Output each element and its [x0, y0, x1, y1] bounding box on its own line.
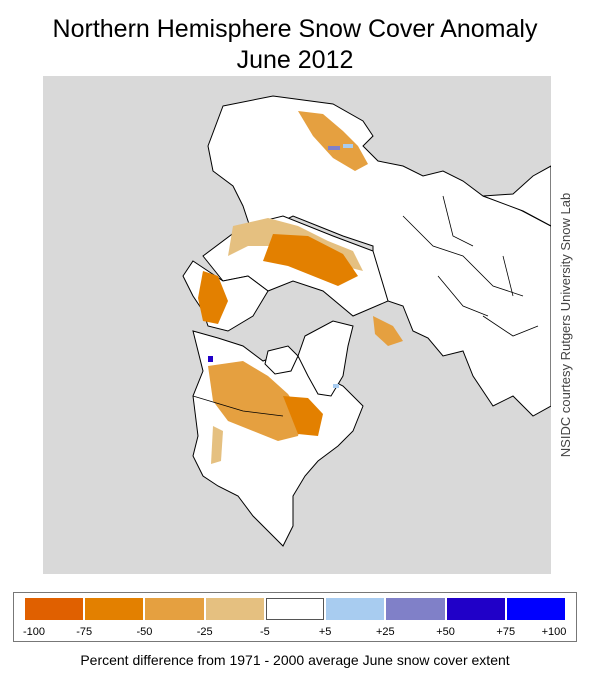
- legend-swatch: [506, 598, 565, 620]
- anomaly-positive-strong: [208, 356, 213, 362]
- land-arctic-islands: [264, 345, 299, 375]
- legend-tick-label: -25: [196, 626, 213, 638]
- legend-tick-label: -50: [136, 626, 153, 638]
- credit-text: NSIDC courtesy Rutgers University Snow L…: [558, 192, 573, 458]
- anomaly-hudson: [283, 396, 323, 436]
- anomaly-positive-medium: [328, 146, 340, 150]
- snow-anomaly-map: [43, 76, 551, 574]
- anomaly-positive-small: [333, 384, 339, 388]
- legend-tick-label: +100: [541, 626, 567, 638]
- legend-swatch: [265, 598, 325, 620]
- legend-swatch: [145, 598, 204, 620]
- map-title-line-1: Northern Hemisphere Snow Cover Anomaly: [52, 15, 538, 43]
- legend-tick-label: -100: [22, 626, 46, 638]
- anomaly-siberia-west: [298, 111, 368, 171]
- legend-swatch: [85, 598, 144, 620]
- legend-swatch: [205, 598, 264, 620]
- anomaly-alaska: [198, 271, 228, 324]
- legend-swatch: [25, 598, 84, 620]
- anomaly-canada: [208, 361, 303, 441]
- anomaly-patches: [198, 111, 403, 464]
- map-caption: Percent difference from 1971 - 2000 aver…: [80, 652, 510, 668]
- legend-tick-label: -5: [259, 626, 270, 638]
- legend-tick-label: -75: [76, 626, 93, 638]
- anomaly-rockies: [211, 426, 223, 464]
- anomaly-positive-light: [343, 144, 353, 148]
- legend-swatch: [326, 598, 385, 620]
- legend-swatch: [446, 598, 505, 620]
- legend-swatch: [386, 598, 445, 620]
- legend-tick-label: +50: [436, 626, 455, 638]
- legend-tick-label: +5: [318, 626, 332, 638]
- map-title-line-2: June 2012: [236, 46, 354, 74]
- country-borders: [192, 195, 539, 417]
- legend-tick-label: +25: [375, 626, 395, 638]
- anomaly-scandinavia: [373, 316, 403, 346]
- land-europe: [482, 165, 551, 227]
- anomaly-siberia-dark: [263, 234, 358, 286]
- legend-tick-label: +75: [496, 626, 516, 638]
